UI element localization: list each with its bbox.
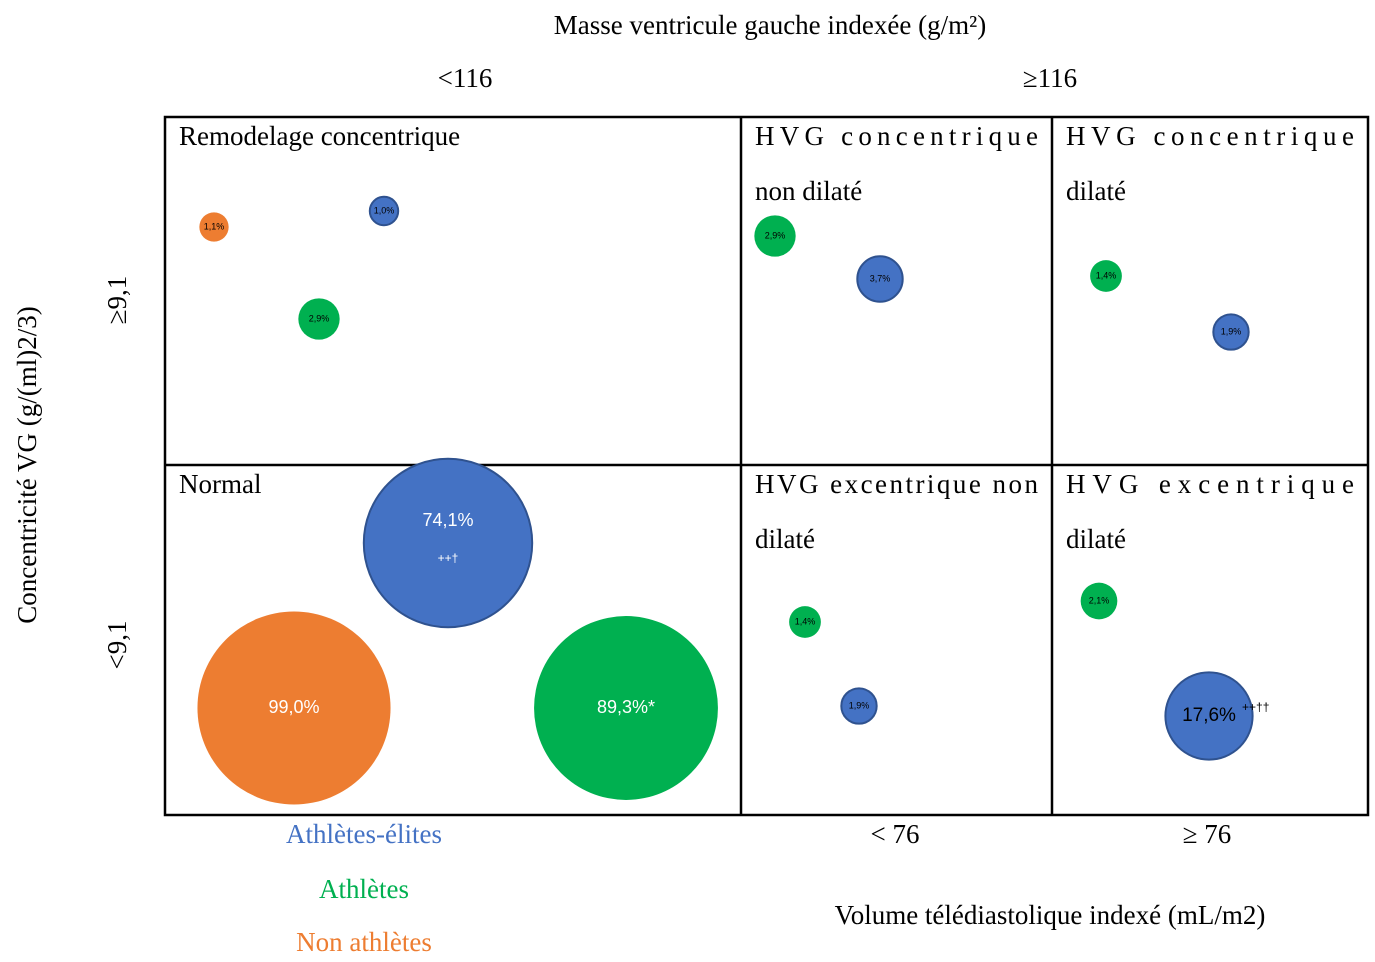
- bottom-header: < 76: [871, 819, 920, 849]
- cell-label: HVG excentrique non: [755, 469, 1039, 499]
- title: Masse ventricule gauche indexée (g/m²): [554, 10, 986, 40]
- bubble: [1090, 260, 1122, 292]
- bubble-label: 74,1%: [422, 510, 473, 530]
- bubble-label: 2,9%: [309, 313, 330, 323]
- bubble: [840, 687, 878, 725]
- bubble: [1164, 671, 1254, 761]
- legend-entry: Athlètes: [319, 874, 409, 904]
- bubble: [856, 255, 904, 303]
- bottom-header: ≥ 76: [1183, 819, 1232, 849]
- bubble-label: 2,1%: [1089, 595, 1110, 605]
- bubble-label: 2,9%: [765, 230, 786, 240]
- bubble: [199, 212, 229, 242]
- bubble: [197, 611, 391, 805]
- cell-label: non dilaté: [755, 176, 862, 206]
- y-axis-label: Concentricité VG (g/(ml)2/3): [12, 306, 42, 623]
- column-header: ≥116: [1023, 63, 1077, 93]
- cell-label: dilaté: [1066, 524, 1126, 554]
- legend-entry: Non athlètes: [296, 927, 432, 957]
- cell-label: HVG concentrique: [1066, 121, 1354, 151]
- bubble-annotation: ++††: [1242, 700, 1269, 714]
- column-header: <116: [438, 63, 493, 93]
- bubble: [789, 606, 821, 638]
- bubble-label: 1,0%: [374, 205, 395, 215]
- bubble: [754, 215, 796, 257]
- bubble: [534, 616, 718, 800]
- bubble-label: 17,6%: [1182, 705, 1236, 726]
- bubble: [368, 195, 400, 227]
- bubble: [362, 457, 534, 629]
- bubble-label: 1,4%: [795, 616, 816, 626]
- bubble-label: 3,7%: [870, 273, 891, 283]
- bubble-annotation: ++†: [438, 551, 459, 565]
- bubble: [298, 298, 340, 340]
- bubble-label: 1,4%: [1096, 270, 1117, 280]
- bubble-label: 1,9%: [849, 700, 870, 710]
- cell-label: Normal: [179, 469, 261, 499]
- cell-label: Remodelage concentrique: [179, 121, 460, 151]
- bubble: [1212, 313, 1250, 351]
- bubble: [1080, 582, 1118, 620]
- bubble-label: 99,0%: [268, 697, 319, 717]
- grid: [163, 115, 1370, 817]
- bubble-label: 89,3%*: [597, 697, 655, 717]
- legend-entry: Athlètes-élites: [286, 819, 442, 849]
- cell-label: HVG excentrique: [1066, 469, 1354, 499]
- bubble-label: 1,9%: [1221, 326, 1242, 336]
- row-header: ≥9,1: [102, 276, 132, 325]
- bubble-label: 1,1%: [204, 221, 225, 231]
- cell-label: dilaté: [755, 524, 815, 554]
- cell-label: HVG concentrique: [755, 121, 1038, 151]
- cell-label: dilaté: [1066, 176, 1126, 206]
- x-axis-label: Volume télédiastolique indexé (mL/m2): [835, 900, 1266, 930]
- row-header: <9,1: [102, 621, 132, 670]
